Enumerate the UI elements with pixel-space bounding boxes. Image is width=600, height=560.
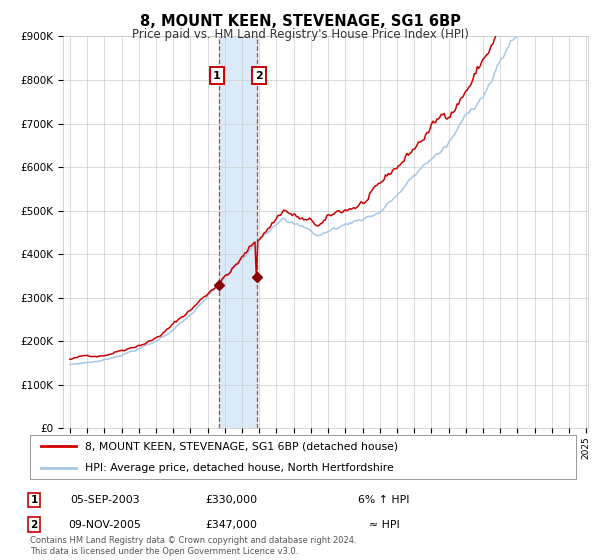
Text: 1: 1 — [31, 495, 38, 505]
Text: £330,000: £330,000 — [205, 495, 257, 505]
Text: 6% ↑ HPI: 6% ↑ HPI — [358, 495, 410, 505]
Text: ≈ HPI: ≈ HPI — [368, 520, 400, 530]
Text: 2: 2 — [31, 520, 38, 530]
Text: This data is licensed under the Open Government Licence v3.0.: This data is licensed under the Open Gov… — [30, 547, 298, 556]
Text: 8, MOUNT KEEN, STEVENAGE, SG1 6BP (detached house): 8, MOUNT KEEN, STEVENAGE, SG1 6BP (detac… — [85, 441, 398, 451]
Text: Price paid vs. HM Land Registry's House Price Index (HPI): Price paid vs. HM Land Registry's House … — [131, 28, 469, 41]
Text: 05-SEP-2003: 05-SEP-2003 — [70, 495, 140, 505]
Text: £347,000: £347,000 — [205, 520, 257, 530]
Text: 09-NOV-2005: 09-NOV-2005 — [68, 520, 142, 530]
Text: 1: 1 — [212, 71, 220, 81]
Text: 8, MOUNT KEEN, STEVENAGE, SG1 6BP: 8, MOUNT KEEN, STEVENAGE, SG1 6BP — [140, 14, 460, 29]
Text: 2: 2 — [256, 71, 263, 81]
Text: HPI: Average price, detached house, North Hertfordshire: HPI: Average price, detached house, Nort… — [85, 463, 394, 473]
Text: Contains HM Land Registry data © Crown copyright and database right 2024.: Contains HM Land Registry data © Crown c… — [30, 536, 356, 545]
Bar — [219, 36, 257, 428]
